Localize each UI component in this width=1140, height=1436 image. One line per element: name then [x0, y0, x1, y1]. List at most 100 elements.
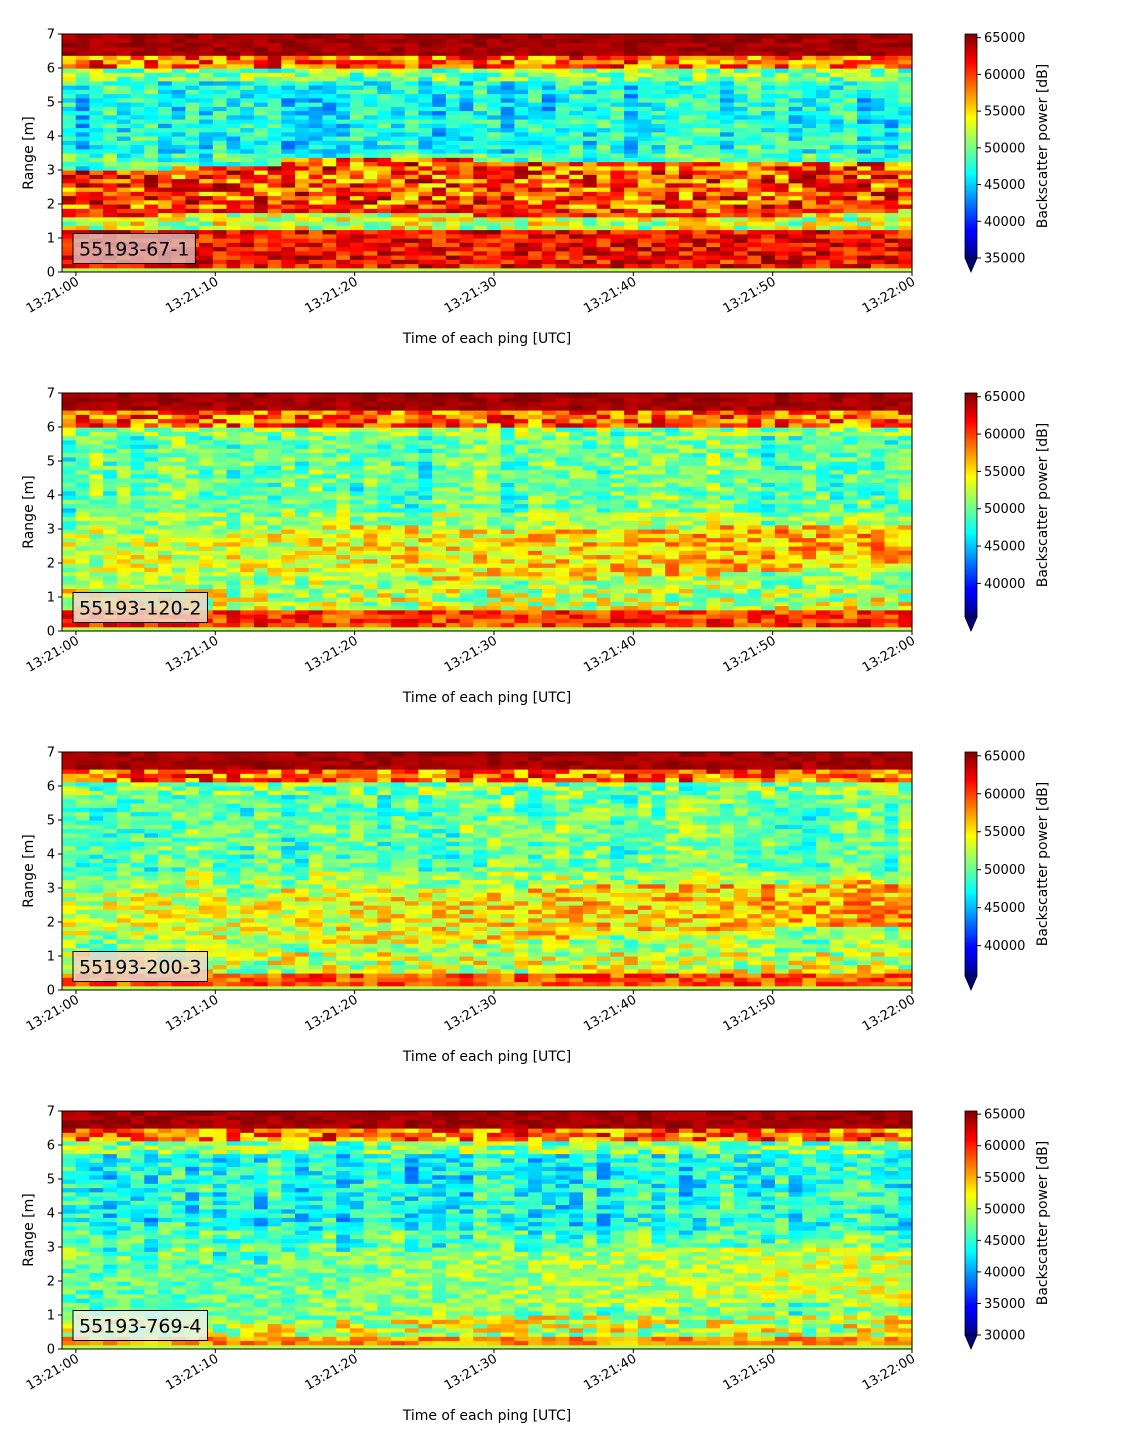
- heatmap-cell: [62, 102, 77, 107]
- heatmap-cell: [322, 418, 337, 424]
- heatmap-cell: [171, 114, 186, 120]
- heatmap-cell: [336, 601, 351, 607]
- heatmap-cell: [432, 114, 447, 120]
- heatmap-cell: [678, 191, 694, 197]
- heatmap-cell: [720, 157, 735, 163]
- heatmap-cell: [473, 127, 488, 133]
- heatmap-cell: [240, 208, 255, 214]
- heatmap-cell: [157, 431, 173, 437]
- heatmap-cell: [898, 263, 913, 269]
- heatmap-cell: [89, 59, 104, 65]
- heatmap-cell: [377, 512, 392, 517]
- heatmap-cell: [103, 153, 118, 158]
- heatmap-cell: [267, 512, 282, 517]
- heatmap-cell: [253, 76, 269, 82]
- heatmap-cell: [144, 584, 159, 590]
- heatmap-cell: [857, 102, 872, 107]
- heatmap-cell: [144, 63, 159, 69]
- heatmap-cell: [240, 170, 255, 175]
- heatmap-cell: [761, 85, 776, 90]
- heatmap-cell: [528, 216, 543, 222]
- colorbar-extend-arrow: [964, 257, 978, 274]
- heatmap-cell: [308, 448, 324, 454]
- heatmap-cell: [226, 605, 241, 611]
- heatmap-cell: [816, 102, 831, 107]
- heatmap-cell: [144, 554, 159, 560]
- heatmap-cell: [665, 238, 680, 243]
- heatmap-cell: [199, 208, 214, 214]
- heatmap-cell: [459, 250, 474, 256]
- heatmap-cell: [377, 225, 392, 231]
- heatmap-cell: [692, 153, 707, 158]
- heatmap-cell: [212, 558, 228, 564]
- heatmap-cell: [487, 191, 502, 197]
- heatmap-cell: [295, 478, 310, 483]
- heatmap-cell: [665, 153, 680, 158]
- heatmap-cell: [788, 89, 803, 95]
- heatmap-cell: [157, 473, 173, 479]
- heatmap-cell: [281, 431, 296, 437]
- heatmap-cell: [308, 614, 324, 619]
- heatmap-cell: [199, 110, 214, 116]
- heatmap-cell: [295, 558, 310, 564]
- heatmap-cell: [569, 174, 584, 180]
- heatmap-cell: [103, 516, 118, 522]
- heatmap-cell: [171, 444, 186, 449]
- heatmap-cell: [116, 153, 132, 158]
- heatmap-cell: [253, 259, 269, 265]
- heatmap-cell: [884, 59, 899, 65]
- heatmap-cell: [212, 131, 228, 137]
- heatmap-cell: [308, 567, 324, 573]
- heatmap-cell: [802, 46, 817, 52]
- heatmap-cell: [637, 229, 653, 235]
- heatmap-cell: [103, 541, 118, 547]
- heatmap-cell: [377, 55, 392, 61]
- heatmap-cell: [185, 204, 200, 209]
- heatmap-cell: [281, 393, 296, 398]
- heatmap-cell: [62, 114, 77, 120]
- heatmap-cell: [349, 507, 365, 513]
- heatmap-cell: [103, 512, 118, 517]
- heatmap-cell: [829, 114, 845, 120]
- heatmap-cell: [774, 242, 790, 248]
- heatmap-cell: [226, 618, 241, 624]
- heatmap-cell: [349, 444, 365, 449]
- heatmap-cell: [267, 195, 282, 201]
- heatmap-cell: [295, 263, 310, 269]
- heatmap-cell: [678, 131, 694, 137]
- heatmap-cell: [459, 89, 474, 95]
- heatmap-cell: [295, 435, 310, 441]
- heatmap-cell: [624, 144, 639, 150]
- heatmap-cell: [240, 516, 255, 522]
- heatmap-cell: [116, 216, 132, 222]
- heatmap-cell: [157, 410, 173, 415]
- heatmap-cell: [103, 546, 118, 551]
- heatmap-cell: [185, 221, 200, 226]
- heatmap-cell: [816, 93, 831, 99]
- heatmap-cell: [130, 439, 145, 445]
- heatmap-cell: [884, 182, 899, 188]
- heatmap-cell: [212, 34, 228, 39]
- heatmap-cell: [103, 110, 118, 116]
- heatmap-cell: [130, 448, 145, 454]
- heatmap-cell: [514, 229, 529, 235]
- heatmap-cell: [267, 59, 282, 65]
- heatmap-cell: [212, 127, 228, 133]
- heatmap-cell: [829, 229, 845, 235]
- heatmap-cell: [459, 46, 474, 52]
- heatmap-cell: [582, 51, 598, 56]
- heatmap-cell: [720, 136, 735, 141]
- heatmap-cell: [802, 191, 817, 197]
- heatmap-cell: [253, 588, 269, 594]
- heatmap-cell: [678, 127, 694, 133]
- heatmap-cell: [582, 212, 598, 218]
- heatmap-cell: [212, 622, 228, 628]
- heatmap-cell: [500, 131, 516, 137]
- heatmap-cell: [363, 456, 378, 462]
- heatmap-cell: [336, 80, 351, 86]
- heatmap-cell: [185, 401, 200, 407]
- heatmap-cell: [500, 80, 516, 86]
- heatmap-cell: [377, 191, 392, 197]
- heatmap-cell: [295, 238, 310, 243]
- heatmap-cell: [226, 229, 241, 235]
